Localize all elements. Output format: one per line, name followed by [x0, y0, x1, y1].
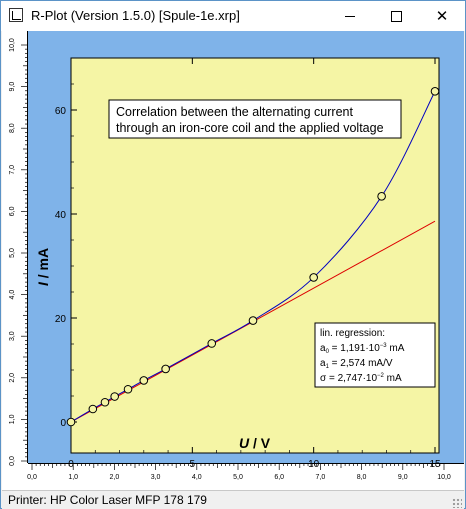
bottom-ruler-label: 10,0 — [437, 474, 451, 481]
minimize-button[interactable] — [327, 1, 373, 31]
stats-sigma: σ = 2,747·10−2 mA — [320, 373, 402, 384]
data-point — [309, 273, 318, 282]
data-point — [110, 392, 119, 401]
bottom-ruler-label: 6,0 — [274, 474, 284, 481]
left-ruler-label: 7,0 — [9, 165, 16, 175]
data-point — [430, 86, 440, 96]
left-ruler-label: 10,0 — [9, 38, 16, 52]
y-tick-label: 60 — [55, 106, 67, 117]
data-point — [100, 397, 110, 407]
left-ruler-label: 8,0 — [9, 123, 16, 133]
annotation-box — [108, 99, 402, 139]
bottom-ruler — [28, 463, 464, 490]
left-ruler-label: 2,0 — [9, 373, 16, 383]
y-tick-label: 40 — [55, 210, 67, 221]
data-points — [66, 86, 440, 427]
y-tick-label: 20 — [55, 314, 67, 325]
printer-status: Printer: HP Color Laser MFP 178 179 — [8, 493, 207, 507]
data-point — [139, 376, 149, 385]
bottom-ruler-label: 9,0 — [398, 474, 408, 481]
data-point — [123, 384, 133, 394]
bottom-ruler-label: 7,0 — [316, 474, 326, 481]
data-point — [88, 404, 98, 414]
title-bar[interactable]: R-Plot (Version 1.5.0) [Spule-1e.xrp] ✕ — [1, 1, 465, 31]
stats-title: lin. regression: — [320, 328, 385, 339]
x-tick-label: 15 — [429, 459, 441, 470]
bottom-ruler-ticks: 0,0 1,0 2,0 3,0 4,0 5,0 6,0 7,0 8,0 9,0 10,0 — [27, 464, 451, 481]
stats-a0: a0 = 1,191·10−3 mA — [320, 343, 405, 355]
left-ruler-label: 9,0 — [9, 82, 16, 92]
bottom-ruler-label: 8,0 — [357, 474, 367, 481]
app-icon — [9, 8, 23, 22]
data-point — [161, 364, 170, 374]
x-axis-label: U / V — [239, 435, 271, 451]
bottom-ruler-label: 0,0 — [27, 474, 37, 481]
plot-area[interactable]: 0,0 1,0 2,0 3,0 4,0 5,0 6,0 7,0 8,0 9,0 10,0 0,0 1,… — [2, 31, 464, 490]
data-point — [207, 339, 217, 348]
x-tick-label: 0 — [68, 459, 74, 470]
minimize-icon — [345, 15, 355, 17]
bottom-ruler-label: 2,0 — [110, 474, 120, 481]
close-button[interactable]: ✕ — [419, 1, 465, 31]
status-bar: Printer: HP Color Laser MFP 178 179 — [2, 490, 464, 509]
data-point — [66, 417, 76, 427]
left-ruler-label: 4,0 — [9, 290, 16, 300]
window-title: R-Plot (Version 1.5.0) [Spule-1e.xrp] — [31, 8, 240, 23]
bottom-ruler-label: 5,0 — [233, 474, 243, 481]
left-ruler-label: 1,0 — [9, 414, 16, 424]
maximize-icon — [390, 10, 402, 22]
x-tick-label: 5 — [190, 459, 196, 470]
annotation-line-1: Correlation between the alternating curr… — [116, 105, 353, 119]
annotation-line-2: through an iron-core coil and the applie… — [116, 121, 384, 135]
stats-box — [314, 322, 436, 388]
left-ruler-label: 5,0 — [9, 248, 16, 258]
left-ruler-label: 0,0 — [9, 456, 16, 466]
data-point — [248, 316, 258, 325]
left-ruler-label: 6,0 — [9, 206, 16, 216]
y-axis-label: I / mA — [35, 248, 51, 286]
data-point — [377, 192, 386, 201]
stats-a1: a1 = 2,574 mA/V — [320, 358, 393, 370]
bottom-ruler-label: 3,0 — [151, 474, 161, 481]
resize-grip-icon[interactable] — [452, 498, 462, 508]
bottom-ruler-label: 1,0 — [68, 474, 78, 481]
left-ruler-ticks: 0,0 1,0 2,0 3,0 4,0 5,0 6,0 7,0 8,0 9,0 10,0 — [9, 38, 27, 466]
bottom-ruler-label: 4,0 — [192, 474, 202, 481]
axes: 0 5 10 15 0 20 40 60 — [55, 58, 441, 470]
left-ruler-label: 3,0 — [9, 331, 16, 341]
chart-canvas: 0,0 1,0 2,0 3,0 4,0 5,0 6,0 7,0 8,0 9,0 10,0 0,0 1,… — [2, 31, 464, 490]
maximize-button[interactable] — [373, 1, 419, 31]
close-icon: ✕ — [435, 7, 449, 25]
y-tick-label: 0 — [60, 418, 66, 429]
x-tick-label: 10 — [308, 459, 320, 470]
